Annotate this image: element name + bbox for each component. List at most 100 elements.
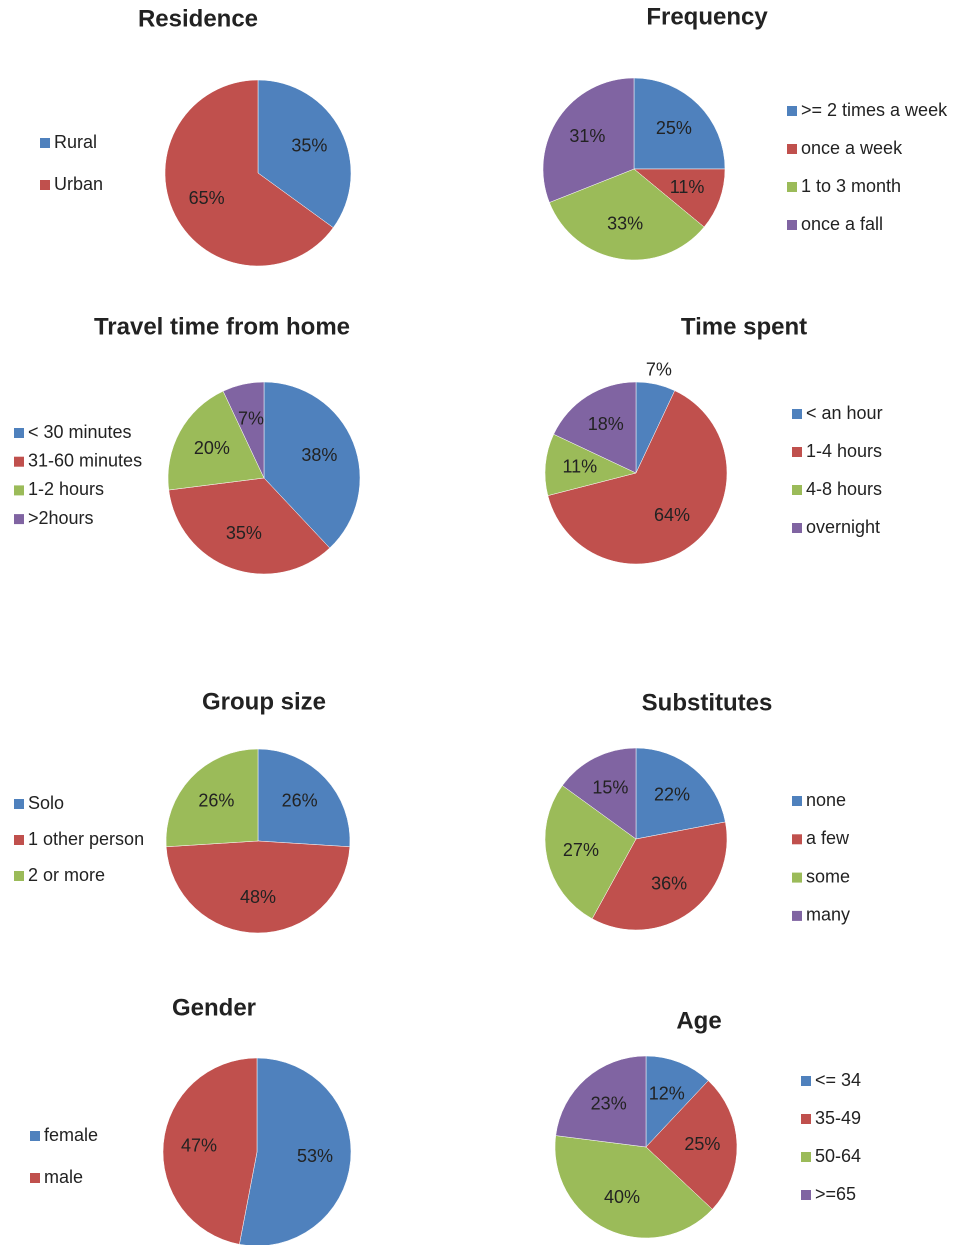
legend-label: <= 34 [815, 1070, 861, 1090]
legend-swatch [14, 428, 24, 438]
data-label: 31% [569, 126, 605, 146]
legend-label: >2hours [28, 508, 94, 528]
chart-title: Residence [138, 5, 258, 32]
data-label: 47% [181, 1135, 217, 1155]
legend-label: overnight [806, 517, 880, 537]
data-label: 53% [297, 1146, 333, 1166]
data-label: 38% [301, 445, 337, 465]
data-label: 35% [291, 136, 327, 156]
data-label: 65% [189, 188, 225, 208]
pie-slice [257, 79, 352, 229]
pie-slice [222, 381, 265, 479]
legend-label: < an hour [806, 403, 883, 423]
legend-swatch [792, 796, 802, 806]
pie-slice [591, 821, 728, 931]
chart-title: Travel time from home [94, 313, 350, 340]
data-label: 12% [649, 1083, 685, 1103]
data-label: 25% [656, 118, 692, 138]
data-label: 26% [198, 791, 234, 811]
chart-title: Time spent [681, 313, 807, 340]
data-label: 15% [592, 777, 628, 797]
chart-title: Age [676, 1007, 721, 1034]
pie-slice [167, 390, 265, 491]
legend-swatch [792, 523, 802, 533]
chart-title: Substitutes [642, 689, 773, 716]
chart-title: Gender [172, 994, 256, 1021]
pie-slice [168, 477, 331, 575]
legend-swatch [801, 1076, 811, 1086]
legend-label: 4-8 hours [806, 479, 882, 499]
chart-title: Group size [202, 688, 326, 715]
pie-slice [164, 79, 334, 267]
legend-swatch [792, 834, 802, 845]
chart-title: Frequency [646, 3, 768, 30]
legend-label: 1 to 3 month [801, 176, 901, 196]
data-label: 18% [588, 414, 624, 434]
legend-swatch [801, 1152, 811, 1162]
pie-slice [263, 381, 361, 549]
legend-label: 35-49 [815, 1108, 861, 1128]
legend-swatch [787, 182, 797, 192]
data-label: 26% [282, 791, 318, 811]
pie-slice [633, 77, 726, 170]
data-label: 23% [591, 1093, 627, 1113]
legend-swatch [801, 1190, 811, 1200]
data-label: 27% [563, 840, 599, 860]
pie-slice [549, 168, 705, 261]
pie-slice [239, 1057, 352, 1245]
data-label: 20% [194, 438, 230, 458]
data-label: 40% [604, 1187, 640, 1207]
pie-slice [257, 748, 351, 848]
pie-slice [635, 747, 726, 840]
legend-label: 1-4 hours [806, 441, 882, 461]
legend-label: male [44, 1167, 83, 1187]
legend-label: 2 or more [28, 865, 105, 885]
legend-label: 1 other person [28, 829, 144, 849]
legend-label: once a week [801, 138, 903, 158]
legend-label: Rural [54, 132, 97, 152]
legend-swatch [14, 799, 24, 809]
legend-label: >= 2 times a week [801, 100, 948, 120]
legend-swatch [792, 910, 802, 921]
legend-label: some [806, 866, 850, 886]
legend-swatch [787, 106, 797, 116]
legend-label: Urban [54, 174, 103, 194]
legend-swatch [792, 485, 802, 495]
pie-slice [562, 747, 637, 840]
data-label: 25% [684, 1134, 720, 1154]
pie-slice [555, 1055, 647, 1148]
legend-label: >=65 [815, 1184, 856, 1204]
legend-label: Solo [28, 793, 64, 813]
legend-swatch [787, 144, 797, 154]
legend-swatch [14, 456, 24, 467]
legend-swatch [14, 514, 24, 525]
pie-slice [547, 390, 728, 565]
pie-slice [645, 1080, 738, 1210]
data-label: 11% [562, 456, 597, 476]
data-label: 22% [654, 784, 690, 804]
legend-swatch [14, 835, 24, 845]
legend-swatch [40, 180, 50, 190]
legend-swatch [14, 871, 24, 881]
data-label: 7% [238, 409, 264, 429]
pie-slice [554, 1135, 713, 1239]
pie-slice [162, 1057, 258, 1245]
pie-slice [165, 748, 259, 848]
legend-swatch [792, 447, 802, 457]
pie-slice [645, 1055, 709, 1148]
legend-label: female [44, 1125, 98, 1145]
pie-slice [165, 840, 351, 934]
data-label: 64% [654, 505, 690, 525]
pie-slice [544, 785, 637, 920]
legend-label: 1-2 hours [28, 479, 104, 499]
legend-label: 50-64 [815, 1146, 861, 1166]
data-label: 11% [670, 177, 705, 197]
pie-slice [542, 77, 635, 203]
data-label: 48% [240, 887, 276, 907]
legend-swatch [30, 1131, 40, 1141]
legend-swatch [30, 1173, 40, 1183]
legend-swatch [792, 409, 802, 419]
legend-swatch [14, 485, 24, 496]
legend-swatch [792, 872, 802, 883]
legend-label: < 30 minutes [28, 422, 132, 442]
